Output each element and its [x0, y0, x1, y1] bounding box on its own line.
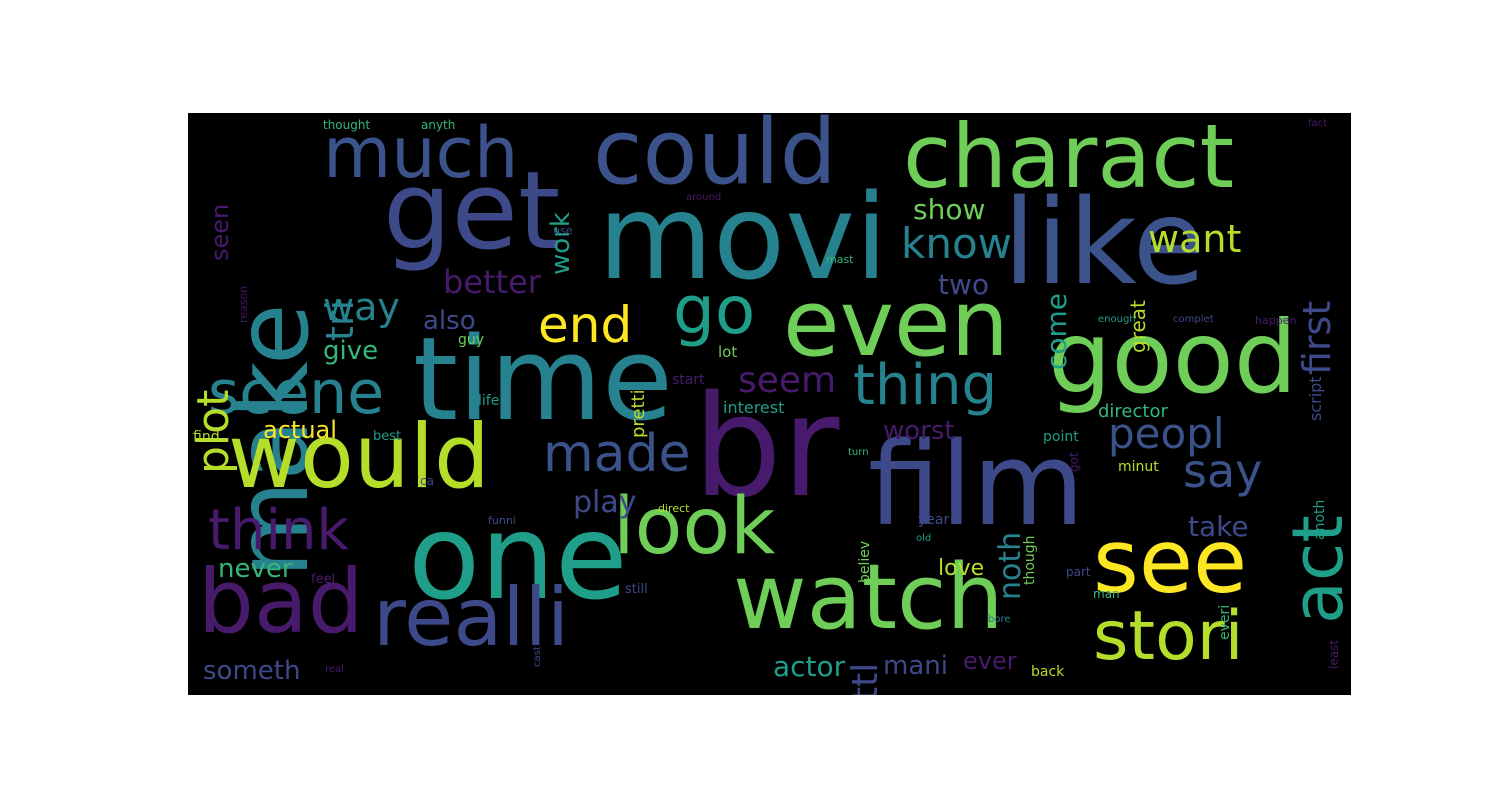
word-fact: fact	[1308, 118, 1328, 129]
word-br: br	[693, 366, 840, 529]
word-life: life	[478, 393, 500, 409]
word-ca: ca	[420, 474, 434, 488]
word-enough: enough	[1098, 314, 1136, 325]
word-seen: seen	[206, 203, 234, 261]
word-work: work	[546, 212, 576, 276]
word-actual: actual	[263, 416, 337, 444]
word-mani: mani	[883, 651, 948, 681]
word-guy: guy	[458, 332, 485, 348]
word-mast: mast	[826, 253, 854, 266]
word-best: best	[373, 429, 402, 444]
word-though: though	[1022, 535, 1038, 586]
word-ever: ever	[963, 647, 1017, 675]
word-reason: reason	[237, 285, 250, 323]
word-come: come	[1040, 293, 1073, 371]
word-littl: littl	[845, 662, 886, 695]
word-say: say	[1183, 444, 1263, 498]
word-never: never	[218, 554, 293, 584]
word-charact: charact	[903, 113, 1235, 208]
word-anoth: anoth	[1312, 499, 1328, 540]
word-take: take	[1188, 510, 1249, 543]
word-peopl: peopl	[1108, 409, 1225, 458]
word-watch: watch	[733, 545, 1004, 650]
word-think: think	[208, 498, 349, 563]
word-anyth: anyth	[421, 118, 456, 132]
word-get: get	[383, 149, 561, 274]
word-actor: actor	[773, 650, 846, 683]
word-year: year	[918, 512, 950, 528]
word-believ: believ	[857, 541, 873, 584]
word-real: real	[325, 664, 344, 675]
word-know: know	[901, 219, 1012, 268]
word-first: first	[1295, 300, 1339, 375]
word-go: go	[673, 272, 756, 349]
word-feel: feel	[311, 572, 336, 587]
word-someth: someth	[203, 656, 301, 686]
word-part: part	[1066, 565, 1091, 579]
word-movi: movi	[598, 168, 888, 306]
word-thing: thing	[853, 353, 998, 418]
word-man: man	[1093, 587, 1120, 601]
word-play: play	[573, 485, 637, 520]
word-find: find	[193, 429, 220, 445]
word-use: use	[553, 224, 573, 237]
word-one: one	[408, 488, 628, 626]
word-realli: realli	[373, 571, 570, 664]
word-could: could	[593, 113, 837, 205]
word-cast: cast	[532, 646, 543, 667]
word-old: old	[916, 533, 932, 544]
word-film: film	[868, 418, 1085, 552]
word-director: director	[1098, 401, 1168, 422]
word-cloud-canvas: movi br film like time one get make would good eve…	[188, 113, 1351, 695]
word-see: see	[1093, 510, 1248, 613]
word-would: would	[228, 405, 490, 508]
word-start: start	[672, 372, 705, 388]
word-around: around	[686, 192, 722, 203]
word-made: made	[543, 424, 691, 484]
word-love: love	[938, 556, 985, 581]
word-everi: everi	[1217, 604, 1233, 640]
word-script: script	[1306, 376, 1325, 421]
word-thought: thought	[323, 118, 371, 132]
word-seem: seem	[738, 360, 837, 401]
word-pretti: pretti	[628, 389, 649, 438]
word-look: look	[613, 482, 776, 572]
word-even: even	[783, 270, 1009, 377]
word-got: got	[1067, 451, 1081, 472]
word-interest: interest	[723, 398, 785, 417]
word-way: way	[323, 285, 400, 329]
word-better: better	[443, 263, 541, 301]
word-turn: turn	[848, 447, 869, 458]
word-point: point	[1043, 429, 1079, 445]
word-bore: bore	[988, 614, 1011, 625]
word-like: like	[1003, 173, 1206, 311]
word-worst: worst	[883, 416, 955, 446]
word-scene: scene	[208, 358, 385, 428]
word-least: least	[1327, 639, 1341, 669]
word-end: end	[538, 296, 633, 354]
word-happen: happen	[1255, 314, 1297, 327]
word-want: want	[1148, 217, 1242, 261]
word-lot: lot	[718, 343, 738, 361]
word-bad: bad	[198, 550, 364, 653]
word-much: much	[323, 113, 519, 194]
word-time: time	[413, 313, 673, 447]
word-minut: minut	[1118, 459, 1159, 475]
word-stori: stori	[1093, 597, 1244, 676]
word-direct: direct	[658, 502, 690, 515]
word-back: back	[1031, 664, 1065, 680]
word-show: show	[913, 193, 986, 226]
word-funni: funni	[488, 514, 516, 527]
word-still: still	[625, 582, 648, 597]
word-also: also	[423, 306, 476, 336]
word-complet: complet	[1173, 314, 1214, 325]
word-good: good	[1048, 299, 1298, 416]
word-great: great	[1126, 300, 1150, 353]
word-give: give	[323, 336, 379, 366]
word-two: two	[938, 268, 990, 301]
